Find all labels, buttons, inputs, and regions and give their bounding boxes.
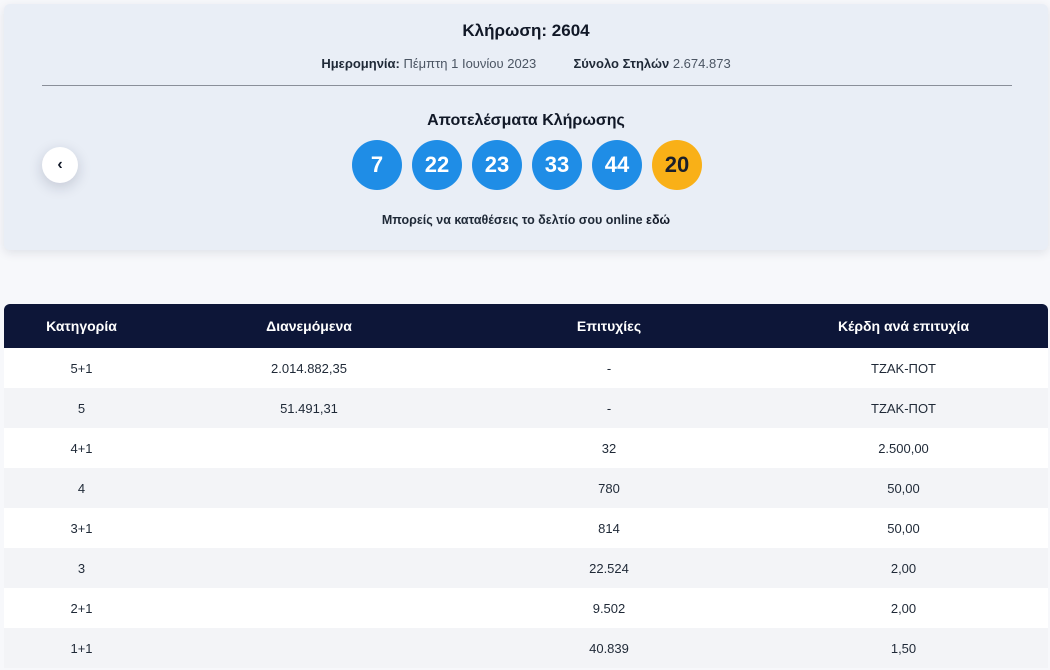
cell-winners: - bbox=[459, 348, 759, 388]
header-prize-per-winner: Κέρδη ανά επιτυχία bbox=[759, 304, 1048, 348]
table-row: 3+1 814 50,00 bbox=[4, 508, 1048, 548]
cell-winners: - bbox=[459, 388, 759, 428]
table-row: 5+1 2.014.882,35 - ΤΖΑΚ-ΠΟΤ bbox=[4, 348, 1048, 388]
cell-distributed bbox=[159, 428, 459, 468]
cell-winners: 9.502 bbox=[459, 588, 759, 628]
cell-winners: 780 bbox=[459, 468, 759, 508]
total-columns-value: 2.674.873 bbox=[672, 56, 731, 71]
number-ball: 44 bbox=[592, 140, 642, 190]
winning-numbers: 7 22 23 33 44 20 bbox=[352, 140, 702, 190]
cell-category: 3+1 bbox=[4, 508, 159, 548]
cell-distributed bbox=[159, 628, 459, 668]
cell-category: 2+1 bbox=[4, 588, 159, 628]
cell-prize: 50,00 bbox=[759, 508, 1048, 548]
header-distributed: Διανεμόμενα bbox=[159, 304, 459, 348]
table-row: 2+1 9.502 2,00 bbox=[4, 588, 1048, 628]
cell-winners: 40.839 bbox=[459, 628, 759, 668]
cell-distributed bbox=[159, 468, 459, 508]
prize-table: Κατηγορία Διανεμόμενα Επιτυχίες Κέρδη αν… bbox=[4, 304, 1048, 668]
cell-prize: 50,00 bbox=[759, 468, 1048, 508]
number-ball: 22 bbox=[412, 140, 462, 190]
draw-meta: Ημερομηνία: Πέμπτη 1 Ιουνίου 2023 Σύνολο… bbox=[4, 56, 1048, 71]
draw-results-card: Κλήρωση: 2604 Ημερομηνία: Πέμπτη 1 Ιουνί… bbox=[4, 4, 1048, 250]
cell-distributed: 51.491,31 bbox=[159, 388, 459, 428]
number-ball: 33 bbox=[532, 140, 582, 190]
online-submit-link[interactable]: εδώ bbox=[646, 213, 671, 227]
table-row: 4 780 50,00 bbox=[4, 468, 1048, 508]
cell-prize: 2.500,00 bbox=[759, 428, 1048, 468]
table-row: 4+1 32 2.500,00 bbox=[4, 428, 1048, 468]
online-submit-note: Μπορείς να καταθέσεις το δελτίο σου onli… bbox=[4, 213, 1048, 227]
cell-prize: ΤΖΑΚ-ΠΟΤ bbox=[759, 348, 1048, 388]
cell-prize: ΤΖΑΚ-ΠΟΤ bbox=[759, 388, 1048, 428]
cell-category: 4+1 bbox=[4, 428, 159, 468]
draw-title: Κλήρωση: 2604 bbox=[462, 21, 590, 40]
table-row: 3 22.524 2,00 bbox=[4, 548, 1048, 588]
cell-distributed bbox=[159, 508, 459, 548]
table-row: 1+1 40.839 1,50 bbox=[4, 628, 1048, 668]
cell-prize: 1,50 bbox=[759, 628, 1048, 668]
date-value: Πέμπτη 1 Ιουνίου 2023 bbox=[403, 56, 537, 71]
header-winners: Επιτυχίες bbox=[459, 304, 759, 348]
cell-category: 3 bbox=[4, 548, 159, 588]
number-ball: 7 bbox=[352, 140, 402, 190]
table-header-row: Κατηγορία Διανεμόμενα Επιτυχίες Κέρδη αν… bbox=[4, 304, 1048, 348]
cell-winners: 32 bbox=[459, 428, 759, 468]
joker-ball: 20 bbox=[652, 140, 702, 190]
cell-prize: 2,00 bbox=[759, 548, 1048, 588]
cell-category: 4 bbox=[4, 468, 159, 508]
cell-category: 5+1 bbox=[4, 348, 159, 388]
online-text: Μπορείς να καταθέσεις το δελτίο σου onli… bbox=[381, 213, 643, 227]
cell-category: 1+1 bbox=[4, 628, 159, 668]
number-ball: 23 bbox=[472, 140, 522, 190]
cell-distributed bbox=[159, 588, 459, 628]
chevron-left-icon: ‹ bbox=[57, 156, 63, 173]
date-label: Ημερομηνία: bbox=[321, 56, 400, 71]
total-columns-label: Σύνολο Στηλών bbox=[573, 56, 670, 71]
results-title: Αποτελέσματα Κλήρωσης bbox=[427, 112, 625, 129]
table-row: 5 51.491,31 - ΤΖΑΚ-ΠΟΤ bbox=[4, 388, 1048, 428]
cell-category: 5 bbox=[4, 388, 159, 428]
cell-winners: 814 bbox=[459, 508, 759, 548]
divider bbox=[42, 85, 1012, 86]
cell-distributed: 2.014.882,35 bbox=[159, 348, 459, 388]
cell-winners: 22.524 bbox=[459, 548, 759, 588]
cell-prize: 2,00 bbox=[759, 588, 1048, 628]
previous-draw-button[interactable]: ‹ bbox=[42, 147, 78, 183]
header-category: Κατηγορία bbox=[4, 304, 159, 348]
prize-table-container: Κατηγορία Διανεμόμενα Επιτυχίες Κέρδη αν… bbox=[4, 304, 1048, 668]
cell-distributed bbox=[159, 548, 459, 588]
